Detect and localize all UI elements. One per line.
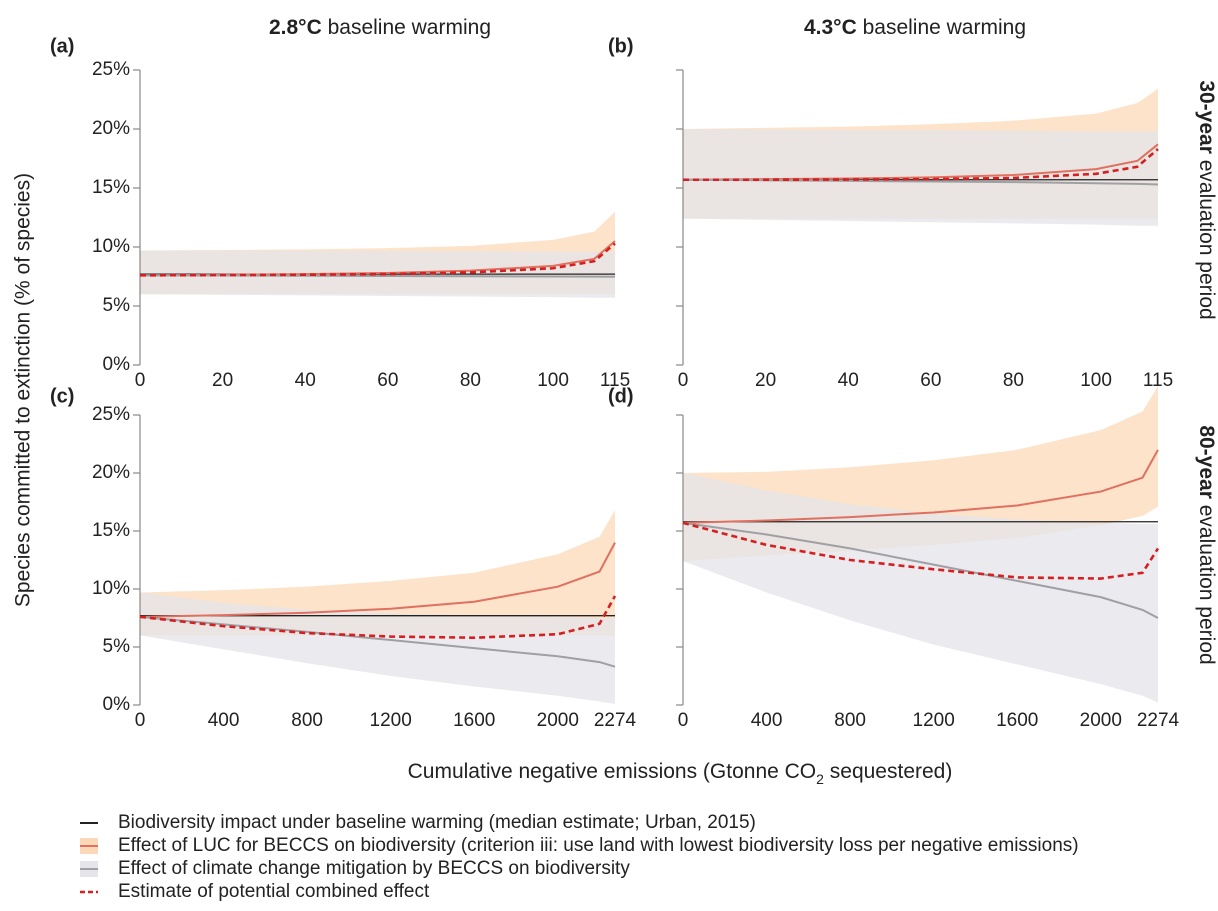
x-tick-label: 40 [838, 370, 859, 391]
x-tick-label: 2000 [1080, 710, 1122, 731]
y-tick-label: 20% [92, 462, 130, 483]
y-tick-label: 10% [92, 236, 130, 257]
legend-label: Effect of climate change mitigation by B… [118, 858, 630, 879]
row-label-bold: 80-year [1195, 425, 1218, 499]
uncertainty-band [683, 473, 1158, 703]
x-tick-label: 115 [1143, 370, 1173, 391]
x-axis-label: Cumulative negative emissions (Gtonne CO… [408, 760, 953, 787]
series-line [682, 178, 1159, 186]
y-tick-label: 25% [92, 404, 130, 425]
row-label-bold: 30-year [1195, 80, 1218, 154]
combined-line [682, 521, 1160, 580]
series-line [682, 521, 1159, 619]
series-line [682, 143, 1159, 181]
uncertainty-band [140, 592, 615, 704]
series-line [139, 274, 616, 278]
y-tick-label: 0% [103, 694, 131, 715]
column-title: 2.8°C baseline warming [269, 16, 491, 39]
series-line [682, 449, 1159, 524]
column-title-rest: baseline warming [857, 16, 1026, 39]
x-tick-label: 0 [678, 710, 689, 731]
y-tick-label: 15% [92, 520, 130, 541]
x-tick-label: 20 [212, 370, 233, 391]
series-line [139, 615, 616, 668]
panel-label: (b) [608, 35, 634, 57]
x-tick-label: 20 [755, 370, 776, 391]
column-title-bold: 2.8°C [269, 16, 322, 39]
x-tick-label: 800 [834, 710, 866, 731]
legend-label: Estimate of potential combined effect [118, 881, 430, 902]
y-tick-label: 15% [92, 177, 130, 198]
column-title: 4.3°C baseline warming [804, 16, 1026, 39]
x-tick-label: 100 [1080, 370, 1112, 391]
y-tick-label: 0% [103, 354, 131, 375]
legend-label: Effect of LUC for BECCS on biodiversity … [118, 835, 1079, 856]
y-tick-label: 5% [103, 295, 131, 316]
x-label-text: Cumulative negative emissions (Gtonne CO [408, 760, 817, 783]
x-tick-label: 80 [1003, 370, 1024, 391]
x-tick-label: 60 [920, 370, 941, 391]
x-tick-label: 2274 [1137, 710, 1180, 731]
x-tick-label: 80 [460, 370, 481, 391]
y-tick-label: 20% [92, 118, 130, 139]
x-tick-label: 0 [678, 370, 689, 391]
column-title-rest: baseline warming [322, 16, 491, 39]
x-tick-label: 1600 [996, 710, 1038, 731]
x-tick-label: 400 [208, 710, 240, 731]
x-tick-label: 800 [291, 710, 323, 731]
x-tick-label: 0 [135, 370, 146, 391]
x-tick-label: 400 [751, 710, 783, 731]
x-tick-label: 100 [537, 370, 569, 391]
legend-label: Biodiversity impact under baseline warmi… [118, 812, 756, 833]
panel-label: (a) [50, 35, 74, 57]
panel-label: (c) [50, 385, 74, 407]
row-label: 30-year evaluation period [1195, 80, 1218, 319]
column-title-bold: 4.3°C [804, 16, 857, 39]
row-label-rest: evaluation period [1195, 154, 1218, 320]
y-tick-label: 5% [103, 636, 131, 657]
x-tick-label: 60 [377, 370, 398, 391]
x-tick-label: 1200 [913, 710, 955, 731]
x-label-text: sequestered) [824, 760, 952, 783]
x-label-sub: 2 [816, 771, 824, 787]
x-tick-label: 1600 [453, 710, 495, 731]
panel-label: (d) [608, 385, 634, 407]
x-tick-label: 2274 [594, 710, 637, 731]
row-label: 80-year evaluation period [1195, 425, 1218, 664]
series-line [139, 542, 616, 618]
row-label-rest: evaluation period [1195, 499, 1218, 665]
x-tick-label: 1200 [370, 710, 412, 731]
x-tick-label: 2000 [537, 710, 579, 731]
x-tick-label: 40 [295, 370, 316, 391]
x-tick-label: 0 [135, 710, 146, 731]
y-tick-label: 10% [92, 578, 130, 599]
y-tick-label: 25% [92, 59, 130, 80]
y-axis-label: Species committed to extinction (% of sp… [12, 173, 35, 607]
combined-line [139, 595, 617, 640]
x-tick-label: 115 [600, 370, 630, 391]
uncertainty-band [140, 510, 615, 636]
